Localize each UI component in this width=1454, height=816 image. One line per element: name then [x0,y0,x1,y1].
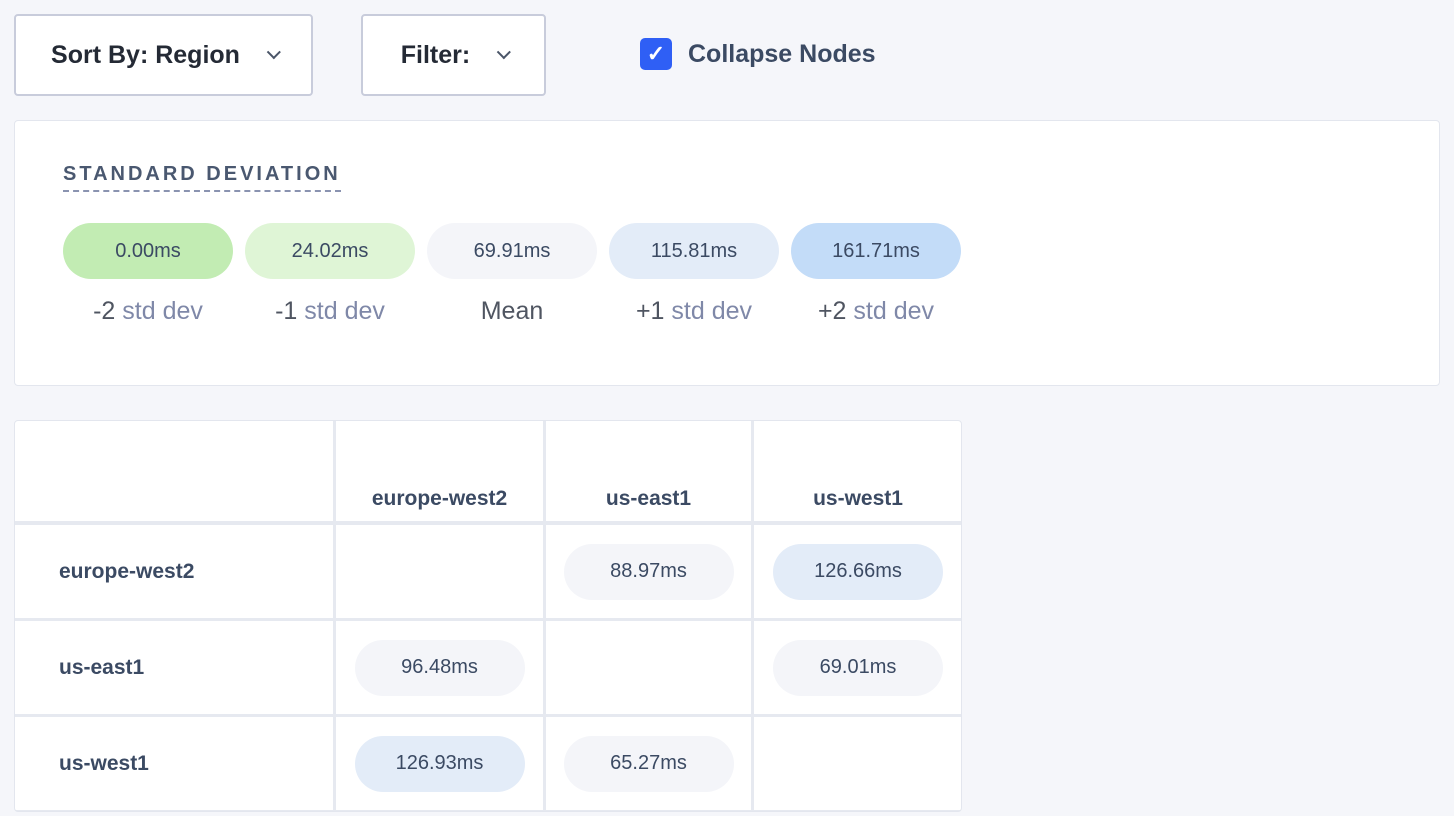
legend-suffix: std dev [122,297,203,325]
legend-item: 161.71ms +2 std dev [791,223,961,326]
legend-prefix: Mean [480,297,544,325]
legend-suffix: std dev [853,297,935,325]
chevron-down-icon [496,45,512,60]
column-header: us-west1 [754,421,961,521]
legend-value-pill: 24.02ms [245,223,415,279]
latency-pill[interactable]: 126.66ms [773,543,943,600]
legend-label: +2 std dev [791,297,961,326]
column-header: us-east1 [546,421,751,521]
latency-pill[interactable]: 65.27ms [563,735,734,792]
legend-prefix: -2 [93,297,116,325]
collapse-nodes-label[interactable]: Collapse Nodes [688,40,876,68]
legend-label: Mean [427,297,597,326]
corner-cell [15,421,333,521]
legend-value-pill: 161.71ms [791,223,961,279]
filter-dropdown[interactable]: Filter: [361,14,546,96]
latency-pill[interactable]: 96.48ms [354,639,525,696]
legend-label: -1 std dev [245,297,415,326]
row-header: us-east1 [15,621,333,714]
column-header: europe-west2 [336,421,543,521]
legend-label: -2 std dev [63,297,233,326]
matrix-cell: 88.97ms [546,525,751,618]
checkmark-icon: ✓ [646,41,666,66]
sort-by-label: Sort By: Region [51,40,240,69]
legend-suffix: std dev [304,297,385,325]
legend-item: 115.81ms +1 std dev [609,223,779,326]
matrix-cell: 126.66ms [754,525,961,618]
standard-deviation-panel: STANDARD DEVIATION 0.00ms -2 std dev 24.0… [14,120,1440,386]
legend-label: +1 std dev [609,297,779,326]
matrix-cell [336,525,543,618]
legend-item: 24.02ms -1 std dev [245,223,415,326]
chevron-down-icon [266,45,281,60]
legend-value-pill: 69.91ms [427,223,597,279]
matrix-cell: 69.01ms [754,621,961,714]
latency-pill[interactable]: 126.93ms [354,735,525,792]
legend-item: 69.91ms Mean [427,223,597,326]
legend-item: 0.00ms -2 std dev [63,223,233,326]
matrix-cell: 65.27ms [546,717,751,810]
legend-value-pill: 0.00ms [63,223,233,279]
latency-pill[interactable]: 69.01ms [773,639,943,696]
filter-label: Filter: [400,40,471,69]
matrix-cell [546,621,751,714]
latency-matrix: europe-west2 us-east1 us-west1 europe-west2… [14,420,962,812]
matrix-cell: 96.48ms [336,621,543,714]
sort-by-dropdown[interactable]: Sort By: Region [14,14,313,96]
row-header: us-west1 [15,717,333,810]
legend-suffix: std dev [671,297,753,325]
collapse-nodes-checkbox[interactable]: ✓ [640,38,672,70]
matrix-cell [754,717,961,810]
legend-prefix: +1 [635,297,665,325]
row-header: europe-west2 [15,525,333,618]
latency-pill[interactable]: 88.97ms [563,543,734,600]
legend-value-pill: 115.81ms [609,223,779,279]
matrix-cell: 126.93ms [336,717,543,810]
legend-prefix: -1 [275,297,298,325]
legend-title[interactable]: STANDARD DEVIATION [63,163,341,192]
legend-prefix: +2 [817,297,847,325]
